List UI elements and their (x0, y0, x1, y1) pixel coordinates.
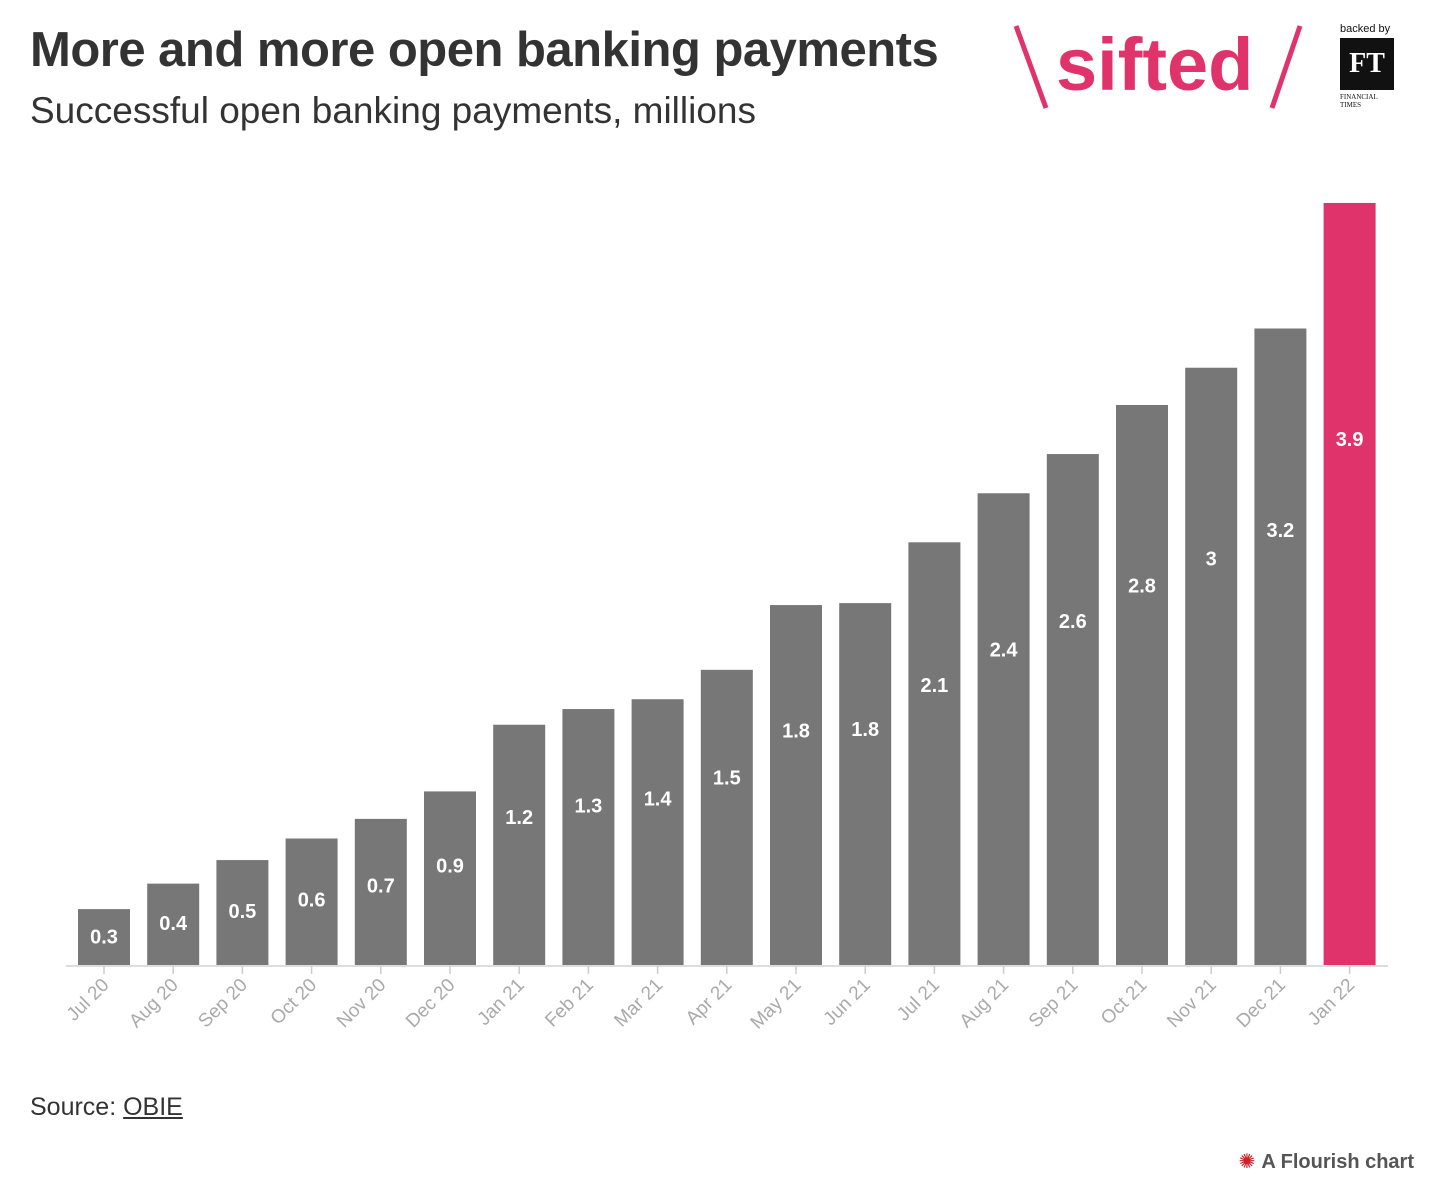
data-label-2: 0.5 (228, 901, 256, 923)
x-tick-label-14: Sep 21 (1025, 975, 1082, 1032)
data-label-9: 1.5 (713, 767, 741, 789)
data-label-12: 2.1 (920, 675, 948, 697)
flourish-credit-label: A Flourish chart (1261, 1151, 1414, 1173)
ft-sub-line-1: FINANCIAL (1340, 93, 1378, 101)
bar-3[interactable] (285, 838, 338, 967)
bar-16[interactable] (1185, 367, 1238, 966)
bar-17[interactable] (1254, 328, 1307, 967)
x-tick-label-0: Jul 20 (63, 975, 114, 1026)
data-label-17: 3.2 (1266, 520, 1294, 542)
x-tick-label-18: Jan 22 (1304, 975, 1359, 1030)
logo-slash (1269, 25, 1303, 109)
ft-subtitle: FINANCIAL TIMES (1340, 93, 1400, 109)
data-label-10: 1.8 (782, 720, 810, 742)
x-tick-label-17: Dec 21 (1233, 975, 1290, 1032)
data-label-1: 0.4 (159, 913, 188, 935)
x-tick-label-7: Feb 21 (541, 975, 598, 1032)
bar-0[interactable] (78, 909, 130, 966)
bar-18[interactable] (1323, 202, 1376, 966)
bar-12[interactable] (908, 542, 961, 966)
x-tick-label-10: May 21 (747, 975, 806, 1034)
x-tick-label-3: Oct 20 (267, 975, 321, 1029)
source-note: Source: OBIE (30, 1093, 183, 1122)
bar-5[interactable] (424, 791, 476, 966)
x-tick-label-6: Jan 21 (474, 975, 529, 1030)
data-labels-group: 0.3 0.4 0.5 0.6 0.7 0.9 1.2 1.3 1.4 1.5 1.8 1.8 2.1 2… (90, 429, 1363, 949)
ft-sub-line-2: TIMES (1340, 101, 1361, 109)
source-link[interactable]: OBIE (123, 1093, 183, 1121)
x-tick-label-16: Nov 21 (1163, 975, 1220, 1032)
sifted-logo: sifted (1013, 23, 1303, 109)
x-ticks-group (103, 966, 1351, 974)
x-tick-label-2: Sep 20 (194, 975, 251, 1032)
x-tick-label-13: Aug 21 (956, 975, 1013, 1032)
data-label-14: 2.6 (1059, 611, 1087, 633)
bars-group (78, 202, 1376, 967)
bar-9[interactable] (700, 669, 753, 966)
x-tick-label-5: Dec 20 (402, 975, 459, 1032)
data-label-8: 1.4 (644, 789, 673, 811)
chart-title: More and more open banking payments (30, 23, 939, 77)
data-label-6: 1.2 (505, 807, 533, 829)
data-label-3: 0.6 (298, 890, 326, 912)
bar-14[interactable] (1046, 454, 1099, 966)
data-label-0: 0.3 (90, 926, 118, 948)
bar-1[interactable] (147, 883, 200, 966)
data-label-15: 2.8 (1128, 575, 1156, 597)
data-label-18: 3.9 (1336, 429, 1364, 451)
flourish-star-icon: ✺ (1238, 1151, 1256, 1173)
flourish-credit[interactable]: ✺ A Flourish chart (1239, 1149, 1414, 1174)
bar-2[interactable] (216, 860, 269, 966)
data-label-4: 0.7 (367, 875, 395, 897)
backed-by-label: backed by (1340, 23, 1391, 35)
ft-mark: FT (1340, 38, 1394, 90)
x-tick-label-9: Apr 21 (682, 975, 736, 1029)
bar-10[interactable] (770, 605, 822, 966)
x-tick-label-15: Oct 21 (1097, 975, 1151, 1029)
bar-chart: Jul 20 Aug 20 Sep 20 Oct 20 Nov 20 Dec 20 Jan … (63, 202, 1388, 1034)
data-label-11: 1.8 (851, 719, 879, 741)
x-tick-label-4: Nov 20 (333, 975, 390, 1032)
ft-badge: backed by FT FINANCIAL TIMES (1338, 20, 1398, 115)
bar-6[interactable] (493, 724, 546, 966)
data-label-16: 3 (1206, 548, 1217, 570)
bar-7[interactable] (562, 709, 615, 966)
bar-8[interactable] (631, 699, 684, 966)
data-label-7: 1.3 (574, 796, 602, 818)
x-tick-label-8: Mar 21 (610, 975, 667, 1032)
logo-text: sifted (1056, 23, 1253, 106)
chart-subtitle: Successful open banking payments, millio… (30, 90, 756, 131)
bar-15[interactable] (1116, 405, 1168, 966)
x-tick-label-1: Aug 20 (125, 975, 182, 1032)
data-label-13: 2.4 (990, 639, 1019, 661)
x-tick-label-12: Jul 21 (893, 975, 944, 1026)
x-labels-group: Jul 20 Aug 20 Sep 20 Oct 20 Nov 20 Dec 20 Jan … (63, 975, 1359, 1034)
bar-13[interactable] (977, 493, 1030, 966)
bar-11[interactable] (839, 603, 892, 966)
x-tick-label-11: Jun 21 (820, 975, 875, 1030)
logo-backslash (1013, 25, 1049, 109)
source-label: Source: (30, 1093, 124, 1121)
data-label-5: 0.9 (436, 855, 464, 877)
bar-4[interactable] (354, 818, 407, 966)
